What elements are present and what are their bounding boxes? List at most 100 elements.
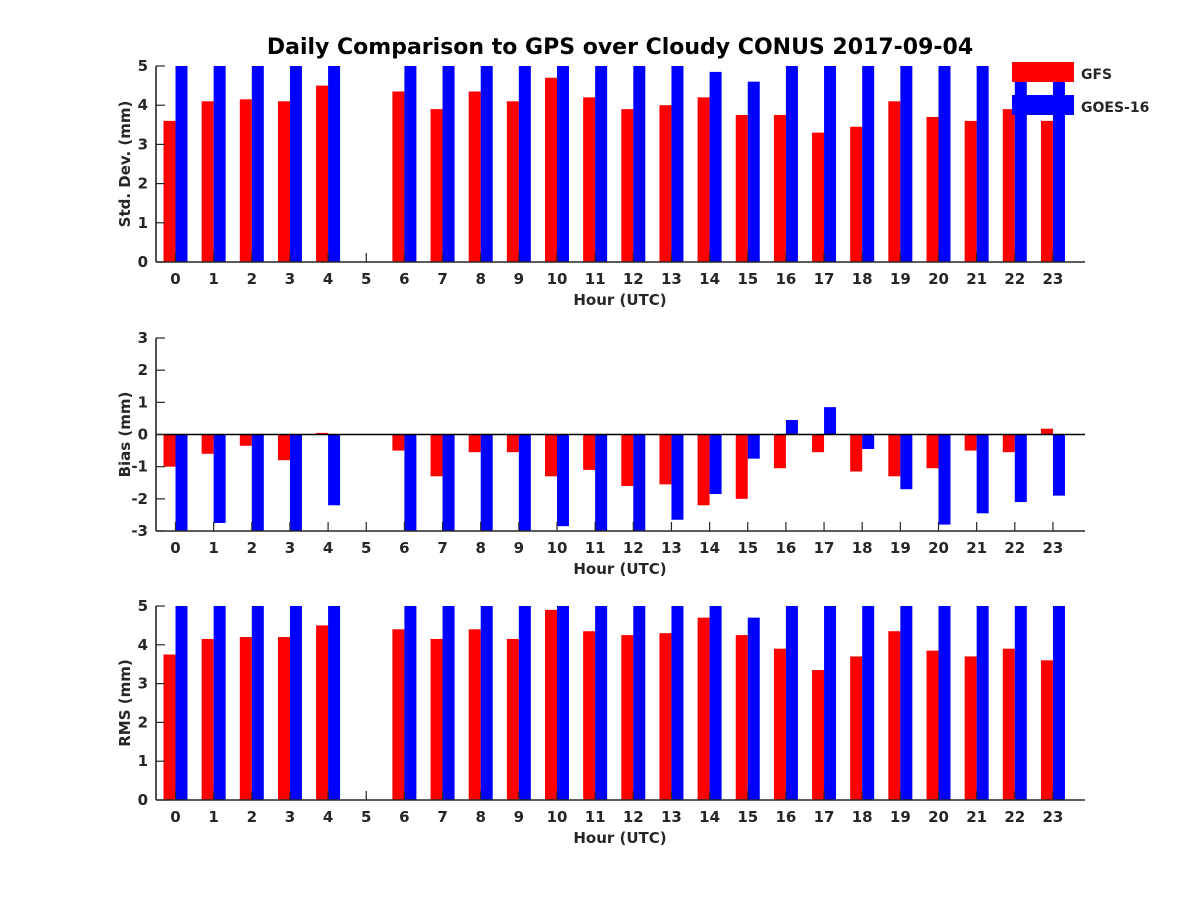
x-tick-label: 5	[361, 808, 371, 826]
bar-gfs-hour-0	[163, 654, 176, 800]
x-tick-label: 4	[323, 808, 333, 826]
bar-goes-16-hour-16	[785, 606, 798, 800]
bar-gfs-hour-20	[926, 650, 939, 800]
bar-goes-16-hour-9	[518, 434, 531, 531]
x-tick-label: 11	[585, 539, 606, 557]
x-tick-label: 16	[775, 270, 796, 288]
bar-gfs-hour-11	[583, 631, 596, 800]
bar-goes-16-hour-19	[900, 434, 913, 490]
bar-gfs-hour-8	[468, 91, 481, 262]
x-tick-label: 4	[323, 539, 333, 557]
bar-goes-16-hour-16	[785, 66, 798, 262]
y-tick-label: -2	[131, 490, 148, 508]
bar-goes-16-hour-11	[595, 434, 608, 531]
bar-gfs-hour-10	[545, 434, 557, 477]
x-tick-label: 8	[475, 539, 485, 557]
bar-goes-16-hour-9	[518, 606, 531, 800]
bar-gfs-hour-8	[468, 629, 481, 800]
x-tick-label: 20	[928, 270, 949, 288]
x-tick-label: 21	[966, 270, 987, 288]
bar-goes-16-hour-9	[518, 66, 531, 262]
bar-gfs-hour-17	[812, 670, 825, 800]
x-tick-label: 0	[170, 808, 180, 826]
bar-goes-16-hour-23	[1052, 434, 1065, 496]
bar-goes-16-hour-2	[251, 66, 264, 262]
x-tick-label: 10	[547, 539, 568, 557]
x-tick-label: 20	[928, 539, 949, 557]
bar-goes-16-hour-10	[557, 606, 569, 800]
bar-goes-16-hour-20	[938, 66, 951, 262]
bar-gfs-hour-20	[926, 434, 939, 469]
bar-gfs-hour-9	[506, 101, 519, 262]
y-tick-label: 4	[138, 96, 148, 114]
y-tick-label: 2	[138, 713, 148, 731]
x-tick-label: 19	[890, 270, 911, 288]
x-tick-label: 6	[399, 270, 409, 288]
bar-goes-16-hour-20	[938, 434, 951, 525]
chart-legend: GFS GOES-16	[1012, 62, 1149, 116]
x-tick-label: 22	[1004, 808, 1025, 826]
x-tick-label: 4	[323, 270, 333, 288]
x-tick-label: 8	[475, 270, 485, 288]
y-tick-label: 3	[138, 329, 148, 347]
x-tick-label: 0	[170, 539, 180, 557]
y-axis-label: RMS (mm)	[116, 659, 134, 746]
x-tick-label: 7	[437, 808, 447, 826]
y-tick-label: 0	[138, 426, 148, 444]
bar-goes-16-hour-20	[938, 606, 951, 800]
bar-gfs-hour-6	[392, 629, 405, 800]
x-tick-label: 6	[399, 808, 409, 826]
bar-gfs-hour-10	[545, 609, 557, 800]
x-tick-label: 21	[966, 808, 987, 826]
bar-goes-16-hour-21	[976, 434, 989, 514]
bar-goes-16-hour-19	[900, 66, 913, 262]
y-tick-label: -1	[131, 458, 148, 476]
x-tick-label: 22	[1004, 539, 1025, 557]
bar-gfs-hour-23	[1040, 120, 1053, 262]
bar-gfs-hour-19	[888, 101, 901, 262]
x-tick-label: 17	[814, 270, 835, 288]
legend-swatch-goes-16	[1012, 95, 1074, 115]
bar-goes-16-hour-15	[747, 617, 760, 800]
bar-goes-16-hour-1	[213, 606, 226, 800]
bar-goes-16-hour-3	[289, 434, 302, 531]
y-tick-label: 0	[138, 791, 148, 809]
x-tick-label: 19	[890, 539, 911, 557]
bar-goes-16-hour-0	[175, 606, 188, 800]
bar-gfs-hour-15	[735, 635, 748, 800]
bar-goes-16-hour-21	[976, 66, 989, 262]
bar-gfs-hour-23	[1040, 428, 1053, 435]
x-tick-label: 13	[661, 270, 682, 288]
bar-gfs-hour-14	[697, 97, 710, 262]
bar-gfs-hour-1	[201, 434, 214, 454]
x-tick-label: 13	[661, 539, 682, 557]
bar-goes-16-hour-10	[557, 434, 569, 527]
x-axis-label: Hour (UTC)	[573, 560, 666, 578]
bar-gfs-hour-4	[316, 625, 329, 800]
bar-goes-16-hour-0	[175, 434, 188, 531]
bar-goes-16-hour-4	[328, 606, 341, 800]
x-tick-label: 10	[547, 808, 568, 826]
bar-goes-16-hour-22	[1014, 606, 1027, 800]
bar-gfs-hour-0	[163, 120, 176, 262]
bar-goes-16-hour-23	[1052, 606, 1065, 800]
x-tick-label: 20	[928, 808, 949, 826]
y-tick-label: 5	[138, 57, 148, 75]
bar-goes-16-hour-6	[404, 606, 417, 800]
x-tick-label: 9	[514, 539, 524, 557]
bar-goes-16-hour-11	[595, 606, 608, 800]
x-tick-label: 14	[699, 270, 720, 288]
x-tick-label: 1	[208, 539, 218, 557]
bar-gfs-hour-21	[964, 656, 977, 800]
bar-goes-16-hour-17	[824, 407, 837, 435]
y-axis-label: Std. Dev. (mm)	[116, 101, 134, 228]
chart-title: Daily Comparison to GPS over Cloudy CONU…	[267, 35, 973, 60]
bar-gfs-hour-14	[697, 434, 710, 506]
bar-gfs-hour-20	[926, 116, 939, 263]
bar-goes-16-hour-17	[824, 606, 837, 800]
bar-goes-16-hour-13	[671, 434, 684, 520]
bar-gfs-hour-6	[392, 91, 405, 262]
bar-gfs-hour-17	[812, 434, 825, 453]
